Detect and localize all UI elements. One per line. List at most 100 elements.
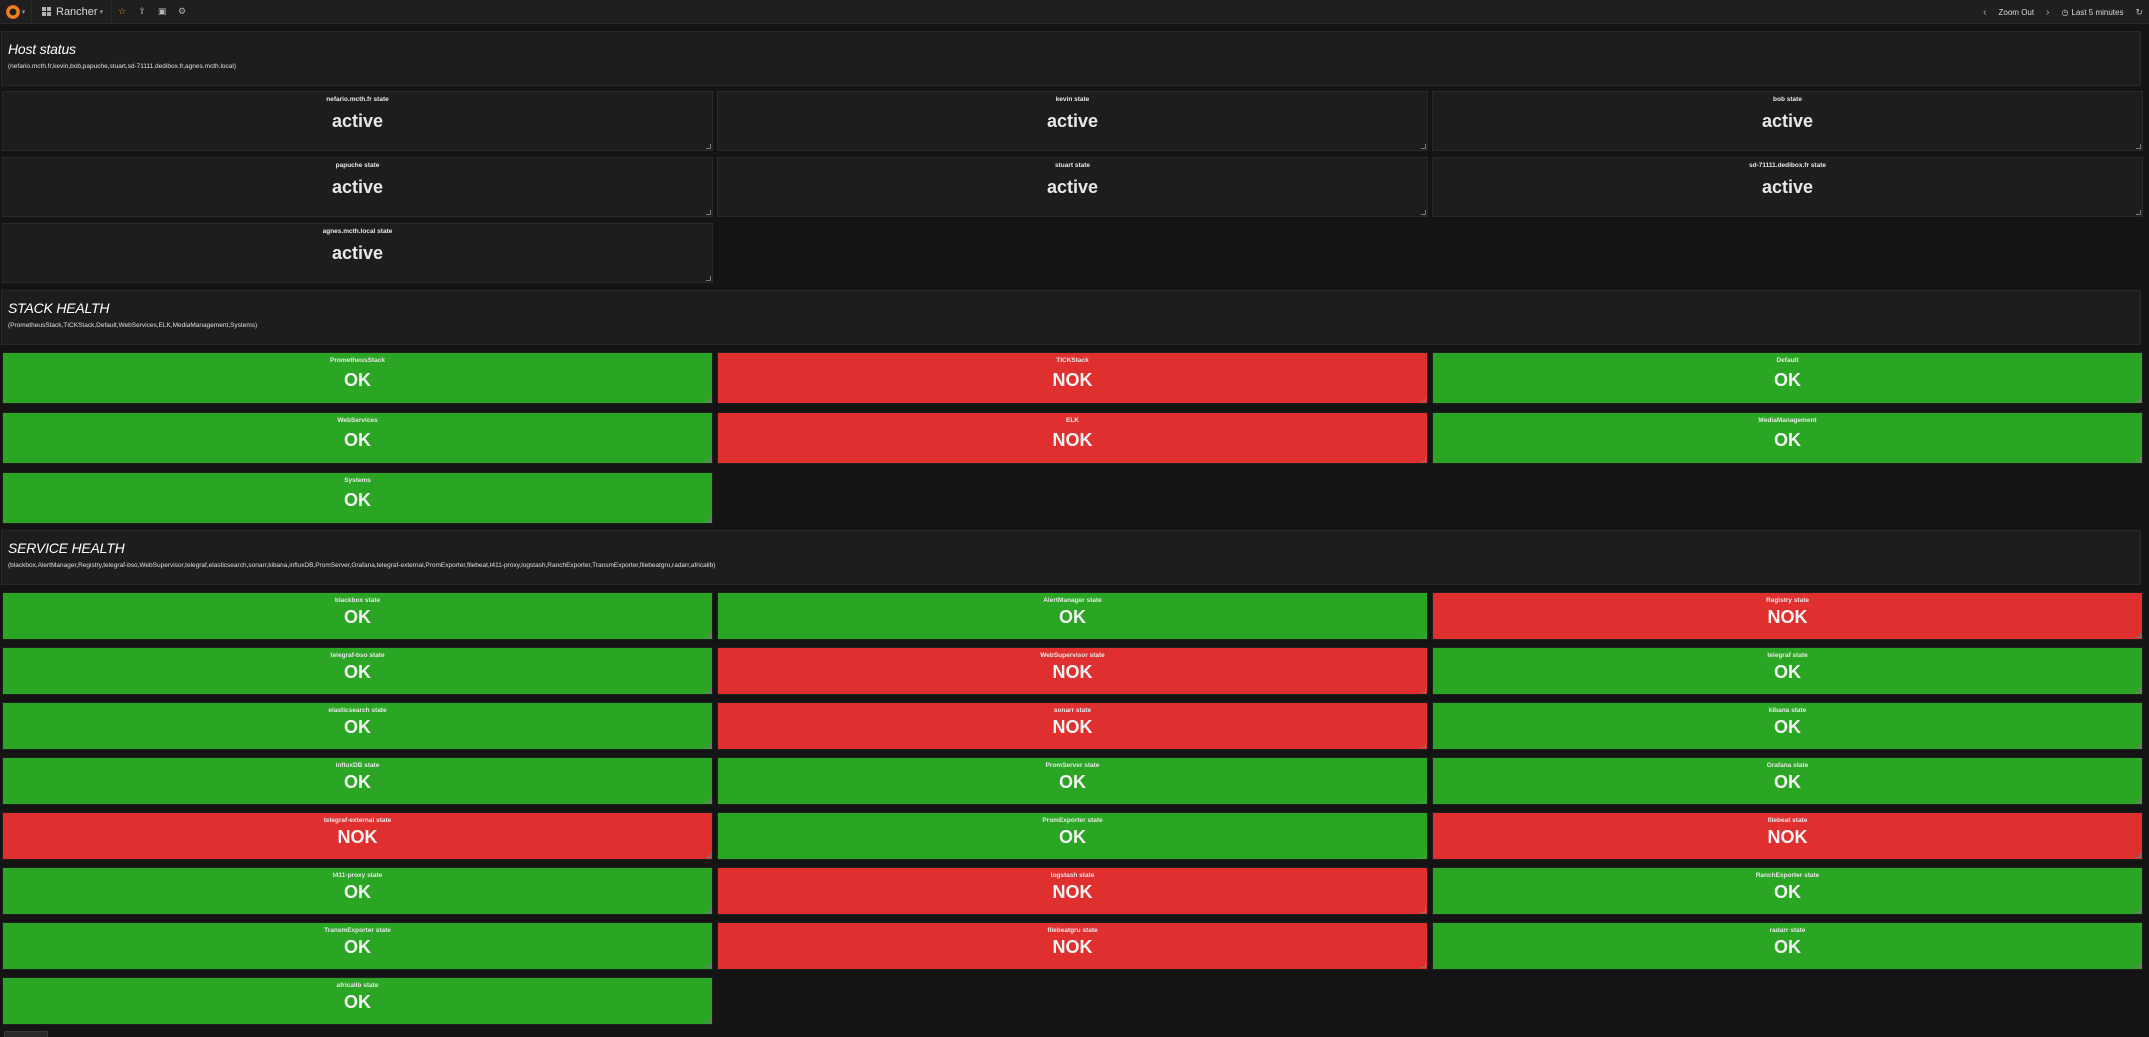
service-health-panel[interactable]: AlertManager state OK — [717, 592, 1428, 640]
resize-handle-icon[interactable] — [2136, 397, 2141, 402]
stat-value: active — [331, 111, 384, 131]
resize-handle-icon[interactable] — [2136, 457, 2141, 462]
service-health-panel[interactable]: filebeatgru state NOK — [717, 922, 1428, 970]
resize-handle-icon[interactable] — [1421, 144, 1426, 149]
resize-handle-icon[interactable] — [2136, 633, 2141, 638]
host-stat-panel[interactable]: bob state active — [1432, 91, 2143, 151]
resize-handle-icon[interactable] — [706, 963, 711, 968]
stat-value: active — [1761, 111, 1814, 131]
service-health-panel[interactable]: influxDB state OK — [2, 757, 713, 805]
stack-health-panel[interactable]: WebServices OK — [2, 412, 713, 464]
host-stat-panel[interactable]: sd-71111.dedibox.fr state active — [1432, 157, 2143, 217]
resize-handle-icon[interactable] — [1421, 853, 1426, 858]
service-health-panel[interactable]: PromServer state OK — [717, 757, 1428, 805]
panel-title: stuart state — [1054, 162, 1091, 169]
stack-health-panel[interactable]: Systems OK — [2, 472, 713, 524]
host-stat-panel[interactable]: kevin state active — [717, 91, 1428, 151]
resize-handle-icon[interactable] — [706, 1018, 711, 1023]
resize-handle-icon[interactable] — [1421, 798, 1426, 803]
panel-title: kevin state — [1055, 96, 1090, 103]
resize-handle-icon[interactable] — [706, 210, 711, 215]
resize-handle-icon[interactable] — [2136, 853, 2141, 858]
service-health-panel[interactable]: RanchExporter state OK — [1432, 867, 2143, 915]
service-health-panel[interactable]: WebSupervisor state NOK — [717, 647, 1428, 695]
stat-value: OK — [344, 490, 371, 510]
service-health-panel[interactable]: t411-proxy state OK — [2, 867, 713, 915]
host-stat-panel[interactable]: nefario.mcth.fr state active — [2, 91, 713, 151]
resize-handle-icon[interactable] — [706, 397, 711, 402]
service-health-panel[interactable]: telegraf state OK — [1432, 647, 2143, 695]
service-health-panel[interactable]: logstash state NOK — [717, 867, 1428, 915]
resize-handle-icon[interactable] — [1421, 963, 1426, 968]
service-health-panel[interactable]: africalib state OK — [2, 977, 713, 1025]
service-health-panel[interactable]: Grafana state OK — [1432, 757, 2143, 805]
service-health-panel[interactable]: blackbox state OK — [2, 592, 713, 640]
resize-handle-icon[interactable] — [1421, 743, 1426, 748]
panel-title: Registry state — [1766, 597, 1809, 604]
host-stat-panel[interactable]: papuche state active — [2, 157, 713, 217]
panel-title: t411-proxy state — [332, 872, 383, 879]
stat-value: OK — [1774, 937, 1801, 957]
resize-handle-icon[interactable] — [2136, 210, 2141, 215]
stat-value: active — [331, 243, 384, 263]
service-health-panel[interactable]: radarr state OK — [1432, 922, 2143, 970]
stack-health-panel[interactable]: PrometheusStack OK — [2, 352, 713, 404]
settings-gear-icon[interactable]: ⚙ — [178, 6, 187, 16]
stack-health-panel[interactable]: MediaManagement OK — [1432, 412, 2143, 464]
service-health-panel[interactable]: sonarr state NOK — [717, 702, 1428, 750]
time-back-chevron-icon[interactable]: ‹ — [1983, 6, 1987, 18]
service-health-panel[interactable]: filebeat state NOK — [1432, 812, 2143, 860]
service-health-panel[interactable]: elasticsearch state OK — [2, 702, 713, 750]
time-range-label: Last 5 minutes — [2071, 7, 2124, 17]
service-health-panel[interactable]: telegraf-external state NOK — [2, 812, 713, 860]
service-health-panel[interactable]: PromExporter state OK — [717, 812, 1428, 860]
add-row-button[interactable] — [4, 1031, 48, 1037]
host-stat-panel[interactable]: agnes.mcth.local state active — [2, 223, 713, 283]
resize-handle-icon[interactable] — [706, 276, 711, 281]
refresh-icon[interactable]: ↻ — [2135, 6, 2143, 17]
grafana-menu-button[interactable]: ▾ — [0, 0, 32, 24]
resize-handle-icon[interactable] — [1421, 908, 1426, 913]
share-icon[interactable]: ⇪ — [138, 6, 146, 16]
resize-handle-icon[interactable] — [706, 853, 711, 858]
resize-handle-icon[interactable] — [706, 457, 711, 462]
resize-handle-icon[interactable] — [2136, 963, 2141, 968]
stack-health-panel[interactable]: TICKStack NOK — [717, 352, 1428, 404]
panel-title: ELK — [1066, 417, 1079, 424]
stat-value: NOK — [1052, 430, 1093, 450]
stack-health-panel[interactable]: ELK NOK — [717, 412, 1428, 464]
service-health-panel[interactable]: telegraf-bso state OK — [2, 647, 713, 695]
panel-title: PromExporter state — [1042, 817, 1103, 824]
resize-handle-icon[interactable] — [706, 144, 711, 149]
panel-title: filebeatgru state — [1047, 927, 1098, 934]
resize-handle-icon[interactable] — [1421, 633, 1426, 638]
time-range-picker[interactable]: ◷ Last 5 minutes — [2055, 0, 2129, 24]
resize-handle-icon[interactable] — [706, 633, 711, 638]
resize-handle-icon[interactable] — [706, 517, 711, 522]
stat-value: OK — [344, 937, 371, 957]
resize-handle-icon[interactable] — [1421, 210, 1426, 215]
dashboard-picker[interactable]: Rancher ▾ — [32, 0, 113, 24]
service-health-panel[interactable]: TransmExporter state OK — [2, 922, 713, 970]
resize-handle-icon[interactable] — [1421, 457, 1426, 462]
resize-handle-icon[interactable] — [2136, 798, 2141, 803]
resize-handle-icon[interactable] — [706, 798, 711, 803]
resize-handle-icon[interactable] — [706, 908, 711, 913]
service-health-panel[interactable]: kibana state OK — [1432, 702, 2143, 750]
resize-handle-icon[interactable] — [1421, 688, 1426, 693]
resize-handle-icon[interactable] — [706, 743, 711, 748]
save-icon[interactable]: ▣ — [157, 6, 167, 16]
resize-handle-icon[interactable] — [706, 688, 711, 693]
resize-handle-icon[interactable] — [2136, 908, 2141, 913]
resize-handle-icon[interactable] — [2136, 144, 2141, 149]
host-stat-panel[interactable]: stuart state active — [717, 157, 1428, 217]
resize-handle-icon[interactable] — [1421, 397, 1426, 402]
stat-value: OK — [1774, 662, 1801, 682]
zoom-out-button[interactable]: Zoom Out — [1998, 7, 2035, 17]
resize-handle-icon[interactable] — [2136, 743, 2141, 748]
stack-health-panel[interactable]: Default OK — [1432, 352, 2143, 404]
star-icon[interactable]: ☆ — [118, 6, 127, 16]
resize-handle-icon[interactable] — [2136, 688, 2141, 693]
time-forward-chevron-icon[interactable]: › — [2046, 6, 2050, 18]
service-health-panel[interactable]: Registry state NOK — [1432, 592, 2143, 640]
